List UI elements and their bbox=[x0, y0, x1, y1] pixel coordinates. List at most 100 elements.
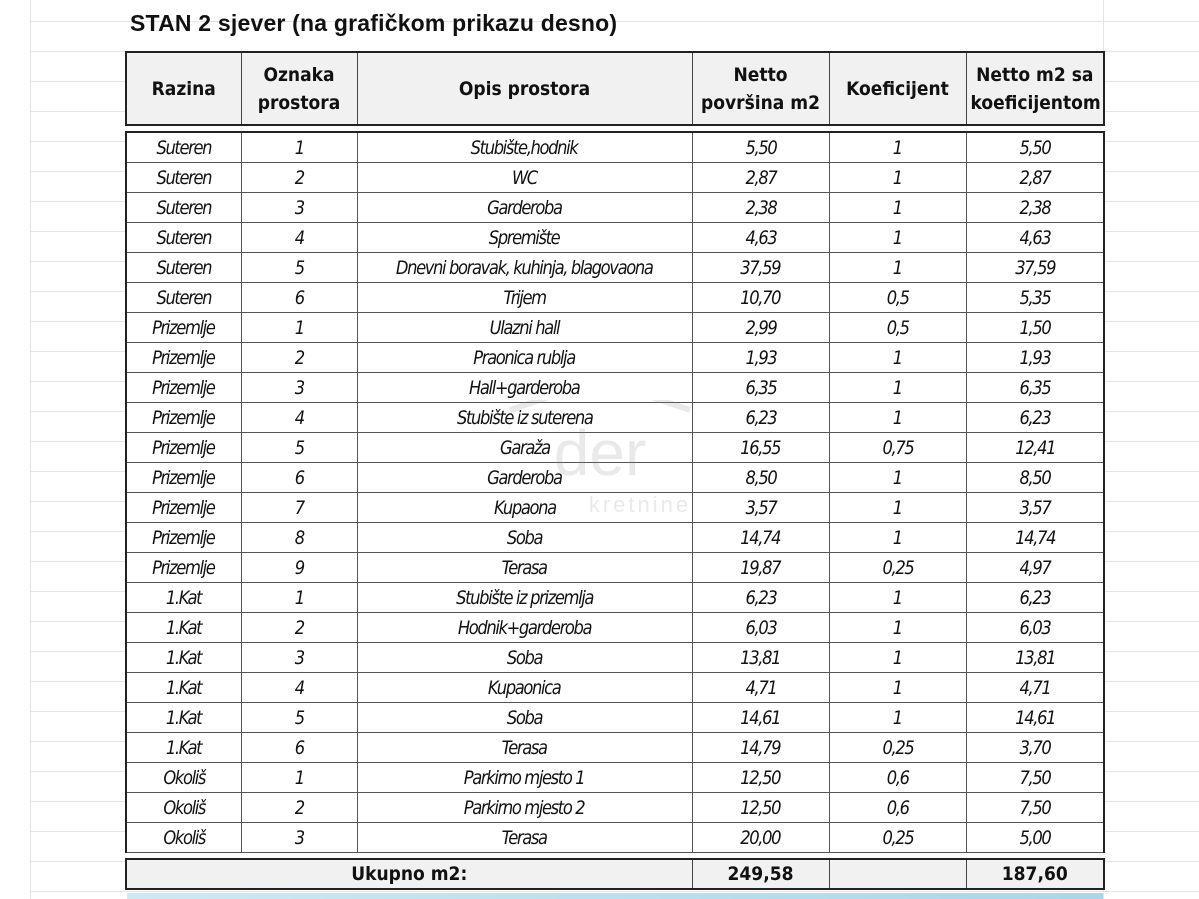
cell-netto-koef: 3,70 bbox=[965, 732, 1105, 763]
cell-text: 1 bbox=[892, 676, 903, 699]
cell-text: 1 bbox=[294, 136, 304, 159]
table-row: Suteren 3 Garderoba 2,38 1 2,38 bbox=[125, 192, 1105, 223]
cell-netto: 12,50 bbox=[691, 792, 830, 823]
cell-netto-koef: 5,50 bbox=[965, 131, 1105, 163]
cell-netto-koef: 8,50 bbox=[965, 462, 1105, 493]
cell-text: 1 bbox=[892, 646, 903, 669]
cell-text: Stubište,hodnik bbox=[471, 136, 579, 159]
table-row: 1.Kat 4 Kupaonica 4,71 1 4,71 bbox=[125, 672, 1105, 703]
cell-opis: Parkirno mjesto 2 bbox=[356, 792, 693, 823]
cell-text: 1 bbox=[892, 526, 903, 549]
cell-opis: Hall+garderoba bbox=[356, 372, 693, 403]
cell-opis: Ulazni hall bbox=[356, 312, 693, 343]
cell-oznaka: 2 bbox=[240, 792, 358, 823]
cell-text: 12,50 bbox=[740, 796, 782, 819]
cell-text: Prizemlje bbox=[152, 406, 217, 429]
cell-text: 5 bbox=[294, 256, 304, 279]
cell-netto-koef: 1,50 bbox=[965, 312, 1105, 343]
table-row: Suteren 2 WC 2,87 1 2,87 bbox=[125, 162, 1105, 193]
cell-oznaka: 4 bbox=[240, 402, 358, 433]
cell-text: 1 bbox=[892, 706, 903, 729]
area-table: Razina Oznaka prostora Opis prostora Net… bbox=[125, 51, 1105, 890]
cell-text: 4,71 bbox=[1019, 676, 1051, 699]
cell-opis: Stubište iz prizemlja bbox=[356, 582, 693, 613]
cell-text: 3 bbox=[294, 826, 304, 849]
cell-opis: Parkirno mjesto 1 bbox=[356, 762, 693, 793]
cell-koeficijent: 0,75 bbox=[828, 432, 967, 463]
cell-opis: Soba bbox=[356, 642, 693, 673]
cell-netto: 8,50 bbox=[691, 462, 830, 493]
cell-text: 16,55 bbox=[740, 436, 782, 459]
cell-opis: Stubište,hodnik bbox=[356, 131, 693, 163]
table-row: Prizemlje 2 Praonica rublja 1,93 1 1,93 bbox=[125, 342, 1105, 373]
cell-text: Prizemlje bbox=[152, 466, 217, 489]
cell-text: 0,25 bbox=[882, 556, 914, 579]
cell-koeficijent: 1 bbox=[828, 372, 967, 403]
cell-opis: Garaža bbox=[356, 432, 693, 463]
cell-text: 5 bbox=[294, 706, 304, 729]
cell-razina: 1.Kat bbox=[125, 702, 242, 733]
cell-text: 2,99 bbox=[745, 316, 777, 339]
cell-netto: 6,35 bbox=[691, 372, 830, 403]
table-row: Suteren 6 Trijem 10,70 0,5 5,35 bbox=[125, 282, 1105, 313]
cell-text: Prizemlje bbox=[152, 376, 217, 399]
cell-text: 0,6 bbox=[886, 796, 910, 819]
cell-netto: 6,23 bbox=[691, 402, 830, 433]
table-row: Prizemlje 6 Garderoba 8,50 1 8,50 bbox=[125, 462, 1105, 493]
cell-opis: Spremište bbox=[356, 222, 693, 253]
cell-oznaka: 5 bbox=[240, 702, 358, 733]
total-netto-koef: 187,60 bbox=[965, 858, 1105, 890]
cell-netto-koef: 2,87 bbox=[965, 162, 1105, 193]
cell-netto: 20,00 bbox=[691, 822, 830, 853]
cell-text: 4,71 bbox=[745, 676, 777, 699]
cell-koeficijent: 0,5 bbox=[828, 312, 967, 343]
header-netto-koef: Netto m2 sa koeficijentom bbox=[965, 51, 1105, 126]
cell-opis: Dnevni boravak, kuhinja, blagovaona bbox=[356, 252, 693, 283]
cell-text: 1 bbox=[892, 226, 903, 249]
cell-razina: Prizemlje bbox=[125, 522, 242, 553]
cell-text: 2,87 bbox=[745, 166, 777, 189]
cell-koeficijent: 1 bbox=[828, 612, 967, 643]
cell-koeficijent: 1 bbox=[828, 492, 967, 523]
cell-koeficijent: 0,5 bbox=[828, 282, 967, 313]
cell-text: WC bbox=[512, 166, 538, 189]
table-row: 1.Kat 6 Terasa 14,79 0,25 3,70 bbox=[125, 732, 1105, 763]
cell-text: Soba bbox=[506, 526, 544, 549]
cell-text: 1 bbox=[294, 766, 304, 789]
cell-text: 14,74 bbox=[1014, 526, 1056, 549]
cell-text: Garaža bbox=[499, 436, 551, 459]
cell-netto: 2,38 bbox=[691, 192, 830, 223]
cell-text: 6,23 bbox=[1019, 586, 1051, 609]
cell-text: Kupaona bbox=[493, 496, 557, 519]
cell-netto: 1,93 bbox=[691, 342, 830, 373]
cell-netto-koef: 6,35 bbox=[965, 372, 1105, 403]
cell-text: 37,59 bbox=[1014, 256, 1056, 279]
cell-text: 3,57 bbox=[1019, 496, 1051, 519]
table-row: 1.Kat 3 Soba 13,81 1 13,81 bbox=[125, 642, 1105, 673]
cell-text: 6,23 bbox=[1019, 406, 1051, 429]
cell-text: 6,35 bbox=[745, 376, 777, 399]
cell-text: 5,00 bbox=[1019, 826, 1051, 849]
cell-netto-koef: 14,74 bbox=[965, 522, 1105, 553]
cell-netto-koef: 3,57 bbox=[965, 492, 1105, 523]
cell-text: 1 bbox=[892, 616, 903, 639]
cell-text: 4 bbox=[294, 226, 304, 249]
cell-text: 0,75 bbox=[882, 436, 914, 459]
cell-text: Okoliš bbox=[162, 796, 206, 819]
cell-text: 4 bbox=[294, 406, 304, 429]
cell-razina: Okoliš bbox=[125, 792, 242, 823]
cell-text: 1 bbox=[892, 166, 903, 189]
cell-text: 2,87 bbox=[1019, 166, 1051, 189]
cell-text: Prizemlje bbox=[152, 436, 217, 459]
cell-netto-koef: 14,61 bbox=[965, 702, 1105, 733]
cell-text: Prizemlje bbox=[152, 316, 217, 339]
cell-netto-koef: 4,71 bbox=[965, 672, 1105, 703]
cell-razina: Okoliš bbox=[125, 762, 242, 793]
table-row: 1.Kat 1 Stubište iz prizemlja 6,23 1 6,23 bbox=[125, 582, 1105, 613]
cell-razina: 1.Kat bbox=[125, 732, 242, 763]
cell-text: Suteren bbox=[156, 196, 212, 219]
header-opis: Opis prostora bbox=[356, 51, 693, 126]
cell-opis: Kupaonica bbox=[356, 672, 693, 703]
cell-text: 1.Kat bbox=[166, 736, 203, 759]
total-row: Ukupno m2: 249,58 187,60 bbox=[125, 858, 1105, 890]
